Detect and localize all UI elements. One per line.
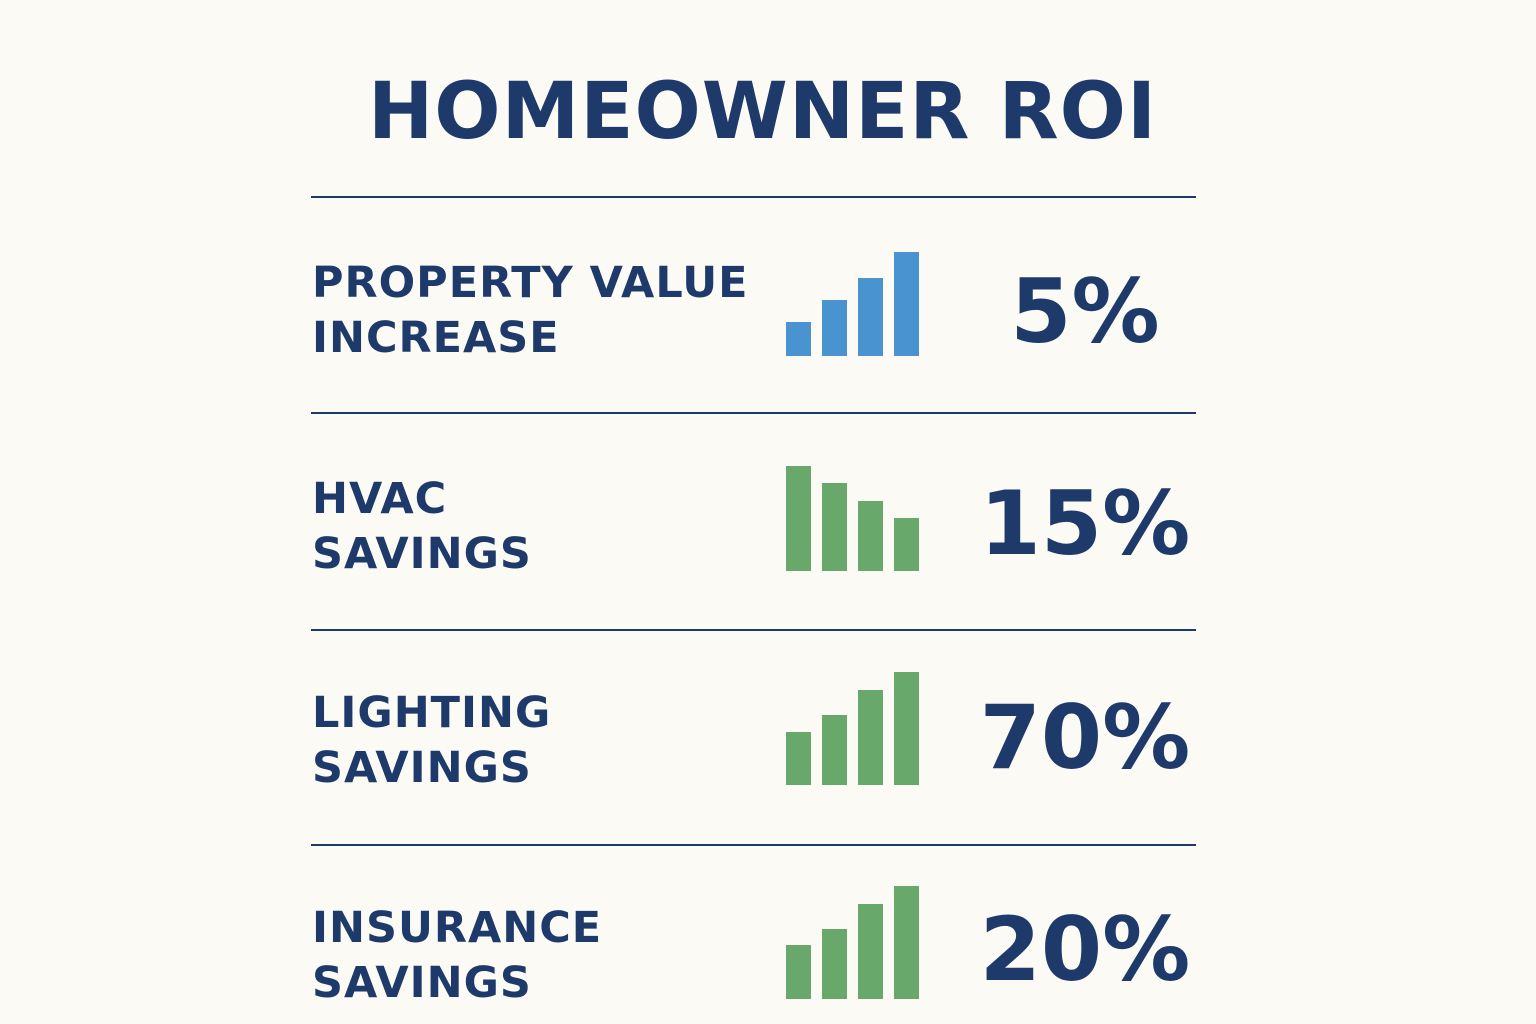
bar-icon-bar	[786, 732, 811, 785]
bar-chart-falling-icon	[786, 466, 922, 571]
divider-top	[311, 196, 1196, 198]
row-label-line: PROPERTY VALUE	[312, 258, 749, 308]
bar-icon-bar	[822, 300, 847, 356]
divider-1	[311, 412, 1196, 414]
bar-chart-rising-icon	[786, 252, 922, 356]
divider-3	[311, 844, 1196, 846]
divider-2	[311, 629, 1196, 631]
row-label-line: LIGHTING	[312, 688, 552, 738]
bar-icon-bar	[894, 672, 919, 785]
bar-icon-bar	[858, 278, 883, 356]
bar-icon-bar	[858, 904, 883, 999]
bar-icon-bar	[858, 690, 883, 785]
bar-icon-bar	[894, 518, 919, 571]
bar-icon-bar	[858, 501, 883, 571]
row-label-insurance-savings: INSURANCE SAVINGS	[312, 901, 602, 1011]
bar-icon-bar	[786, 945, 811, 999]
bar-icon-bar	[894, 252, 919, 356]
row-label-line: SAVINGS	[312, 529, 532, 579]
row-label-hvac-savings: HVAC SAVINGS	[312, 472, 532, 582]
bar-icon-bar	[822, 483, 847, 571]
bar-icon-bar	[786, 466, 811, 571]
row-value-hvac-savings: 15%	[979, 472, 1191, 575]
row-label-line: INSURANCE	[312, 903, 603, 953]
row-value-property-value: 5%	[1010, 260, 1160, 363]
row-label-lighting-savings: LIGHTING SAVINGS	[312, 686, 551, 796]
bar-chart-rising-icon	[786, 672, 922, 785]
bar-chart-rising-icon	[786, 886, 922, 999]
row-label-line: INCREASE	[312, 313, 560, 363]
bar-icon-bar	[822, 715, 847, 785]
row-label-property-value: PROPERTY VALUE INCREASE	[312, 256, 748, 366]
row-label-line: SAVINGS	[312, 958, 532, 1008]
row-value-lighting-savings: 70%	[979, 686, 1191, 789]
row-label-line: HVAC	[312, 474, 448, 524]
row-value-insurance-savings: 20%	[979, 898, 1191, 1001]
row-label-line: SAVINGS	[312, 743, 532, 793]
bar-icon-bar	[822, 929, 847, 999]
bar-icon-bar	[894, 886, 919, 999]
page-title: HOMEOWNER ROI	[368, 67, 1158, 157]
bar-icon-bar	[786, 322, 811, 356]
